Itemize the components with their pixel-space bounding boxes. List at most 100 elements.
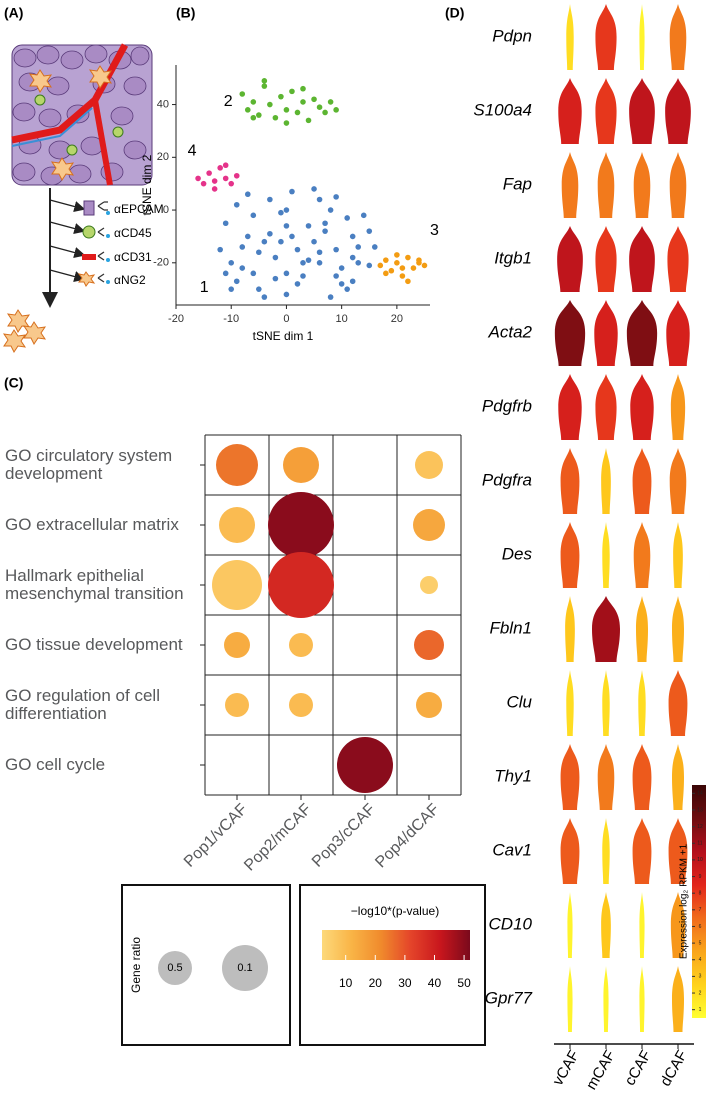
violin: [567, 892, 573, 958]
scatter-point: [305, 117, 312, 124]
x-tick-label: -20: [168, 313, 184, 325]
legend-symbol: [222, 945, 268, 991]
scatter-point: [333, 194, 339, 200]
violin: [603, 966, 609, 1032]
violin: [632, 448, 652, 514]
scatter-point: [394, 260, 400, 266]
legend-box: [121, 884, 291, 1046]
legend-box: [299, 884, 486, 1046]
row-label: Hallmark epithelial mesenchymal transiti…: [5, 566, 184, 603]
scatter-point: [344, 215, 350, 221]
scatter-point: [256, 112, 262, 118]
violin: [630, 374, 654, 440]
row-label: GO cell cycle: [5, 755, 106, 774]
panel-label: (D): [445, 5, 464, 21]
legend-label: 0.1: [237, 962, 252, 974]
legend-label: 0.5: [167, 962, 182, 974]
colorbar: [692, 785, 706, 1018]
scatter-point: [261, 78, 268, 84]
violin: [669, 448, 687, 514]
violin: [626, 300, 658, 366]
gene-label: Pdgfra: [482, 470, 532, 489]
dot: [224, 632, 250, 658]
scatter-point: [222, 175, 229, 182]
scatter-point: [316, 249, 323, 256]
scatter-point: [272, 275, 279, 282]
panel-label: (B): [176, 5, 195, 21]
violin: [629, 78, 655, 144]
antibody-label: αEPCAM: [114, 202, 164, 216]
colorbar-tick-label: 20: [369, 976, 383, 990]
scatter-point: [349, 278, 356, 285]
scatter-point: [239, 244, 246, 250]
scatter-point: [217, 246, 223, 253]
scatter-point: [278, 209, 284, 216]
violin: [673, 522, 683, 588]
violin: [602, 522, 610, 588]
colorbar-tick-label: 10: [697, 857, 703, 863]
x-tick-label: 20: [391, 313, 403, 325]
scatter-point: [256, 249, 262, 256]
scatter-point: [228, 260, 235, 266]
x-tick-label: -10: [223, 313, 239, 325]
scatter-point: [405, 254, 411, 261]
scatter-point: [250, 270, 257, 277]
scatter-point: [311, 186, 317, 192]
y-tick-label: 40: [157, 98, 169, 110]
scatter-point: [333, 107, 339, 113]
dot: [289, 693, 313, 717]
scatter-point: [233, 172, 240, 179]
scatter-point: [222, 270, 229, 277]
scatter-point: [200, 180, 207, 187]
x-tick-label: dCAF: [657, 1047, 691, 1089]
violin: [558, 78, 582, 144]
dot: [416, 692, 442, 718]
violin: [672, 966, 684, 1032]
tissue-diagram: [2, 43, 153, 353]
scatter-point: [366, 262, 373, 269]
scatter-point: [239, 265, 246, 271]
antibody-label: αCD31: [114, 250, 152, 264]
colorbar-tick-label: 9: [699, 874, 702, 880]
scatter-point: [228, 180, 235, 187]
dot: [283, 447, 319, 483]
colorbar-tick-label: 4: [699, 957, 702, 963]
scatter-point: [333, 273, 339, 279]
scatter-point: [410, 265, 417, 271]
row-label: GO circulatory system development: [5, 446, 173, 483]
scatter-point: [305, 223, 312, 229]
colorbar-title: Expression log₂ RPKM +1: [679, 843, 690, 959]
dot: [420, 576, 438, 594]
scatter-point: [283, 270, 290, 277]
scatter-point: [399, 265, 406, 271]
violin: [669, 152, 687, 218]
violin: [632, 744, 652, 810]
scatter-point: [294, 109, 301, 116]
x-tick-label: Pop2/mCAF: [241, 801, 315, 875]
scatter-point: [327, 99, 334, 105]
colorbar-tick-label: 11: [697, 841, 702, 847]
scatter-point: [244, 191, 251, 198]
scatter-point: [244, 107, 251, 113]
violin: [594, 300, 618, 366]
violin: [639, 4, 645, 70]
violin: [629, 226, 655, 292]
gene-label: Clu: [506, 692, 532, 711]
scatter-point: [355, 260, 362, 266]
x-tick-label: vCAF: [549, 1047, 582, 1088]
scatter-point: [250, 212, 257, 219]
violin: [566, 4, 574, 70]
scatter-point: [316, 196, 323, 203]
dot: [219, 507, 255, 543]
x-tick-label: Pop4/dCAF: [372, 801, 443, 872]
panel-label: (A): [4, 5, 23, 21]
violin: [595, 78, 617, 144]
scatter-point: [305, 257, 312, 263]
violin: [669, 4, 687, 70]
violin: [665, 78, 691, 144]
panel-label: (C): [4, 375, 23, 391]
legend-title: Gene ratio: [129, 937, 143, 993]
cluster-label: 3: [430, 222, 439, 239]
antibody-label: αNG2: [114, 273, 146, 287]
